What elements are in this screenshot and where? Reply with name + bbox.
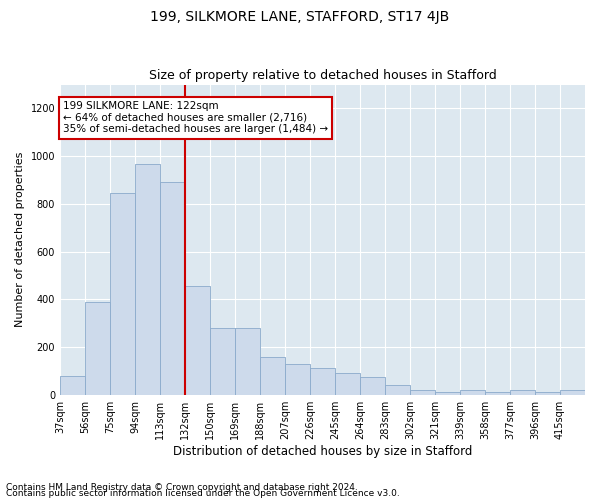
Text: Contains HM Land Registry data © Crown copyright and database right 2024.: Contains HM Land Registry data © Crown c… [6,484,358,492]
Text: Contains public sector information licensed under the Open Government Licence v3: Contains public sector information licen… [6,490,400,498]
Y-axis label: Number of detached properties: Number of detached properties [15,152,25,328]
Bar [435,392,460,394]
Bar [210,328,235,394]
Bar [460,390,485,394]
Bar [285,364,310,394]
Bar [260,356,285,395]
Bar [60,376,85,394]
Bar [185,286,210,395]
Bar [310,368,335,394]
Bar [410,390,435,394]
Bar [335,373,360,394]
Bar [135,164,160,394]
Bar [85,302,110,394]
Bar [160,182,185,394]
Bar [360,377,385,394]
Bar [385,385,410,394]
X-axis label: Distribution of detached houses by size in Stafford: Distribution of detached houses by size … [173,444,472,458]
Text: 199 SILKMORE LANE: 122sqm
← 64% of detached houses are smaller (2,716)
35% of se: 199 SILKMORE LANE: 122sqm ← 64% of detac… [62,102,328,134]
Bar [510,390,535,394]
Bar [535,392,560,394]
Bar [110,193,135,394]
Bar [235,328,260,394]
Title: Size of property relative to detached houses in Stafford: Size of property relative to detached ho… [149,69,496,82]
Bar [560,390,585,394]
Text: 199, SILKMORE LANE, STAFFORD, ST17 4JB: 199, SILKMORE LANE, STAFFORD, ST17 4JB [151,10,449,24]
Bar [485,392,510,394]
